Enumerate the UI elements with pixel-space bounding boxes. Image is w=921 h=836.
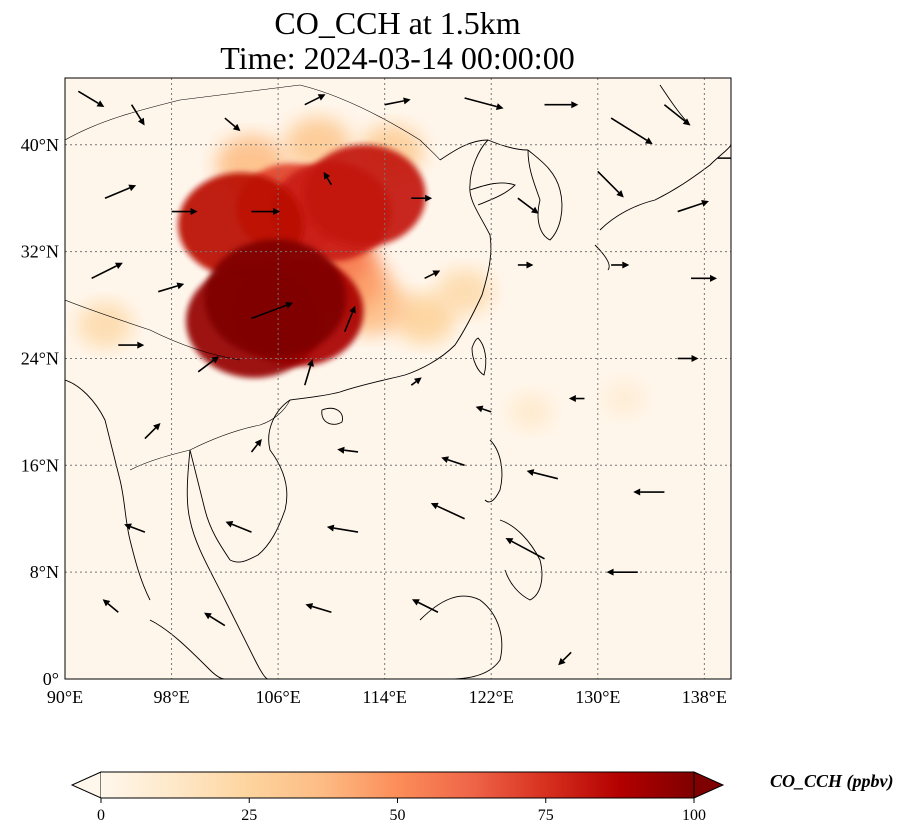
plume-blob <box>204 239 347 358</box>
latitude-axis: 0° 8°N 16°N 24°N 32°N 40°N <box>21 135 59 689</box>
colorbar-label: CO_CCH (ppbv) <box>770 771 894 792</box>
wind-arrow <box>610 117 653 145</box>
wind-arrow <box>104 184 137 199</box>
longitude-tick-label: 130°E <box>575 687 620 707</box>
wind-arrow <box>118 341 145 349</box>
wind-arrow <box>663 104 691 126</box>
wind-arrow <box>251 301 294 320</box>
wind-arrow <box>171 208 198 216</box>
wind-arrow <box>225 521 252 533</box>
longitude-tick-label: 90°E <box>47 687 83 707</box>
wind-arrow <box>558 651 572 666</box>
wind-arrow <box>384 97 411 106</box>
latitude-tick-label: 0° <box>43 669 59 689</box>
wind-arrow <box>517 197 539 214</box>
wind-arrow <box>464 97 504 111</box>
wind-arrow <box>130 104 145 126</box>
wind-arrow <box>158 282 185 293</box>
wind-arrow <box>124 523 146 533</box>
wind-arrow <box>303 359 314 386</box>
longitude-tick-label: 106°E <box>256 687 301 707</box>
latitude-tick-label: 32°N <box>21 242 59 262</box>
wind-arrow <box>77 90 105 107</box>
wind-arrow <box>517 261 534 269</box>
longitude-tick-label: 98°E <box>153 687 189 707</box>
colorbar: 0 25 50 75 100 CO_CCH (ppbv) <box>70 771 894 824</box>
wind-arrow <box>144 423 161 440</box>
plume-blob <box>303 144 426 247</box>
wind-arrow <box>326 524 359 533</box>
wind-arrow <box>224 117 241 132</box>
wind-arrow <box>102 599 119 613</box>
wind-arrow <box>251 208 281 216</box>
colorbar-tick-label: 25 <box>241 807 257 824</box>
wind-arrow <box>323 171 333 186</box>
wind-arrow <box>526 469 559 480</box>
plume-blob <box>603 380 646 417</box>
colorbar-tick-label: 75 <box>538 807 554 824</box>
wind-arrow <box>544 101 579 109</box>
wind-arrow <box>677 200 709 213</box>
wind-arrow <box>717 157 731 159</box>
gridlines <box>65 78 731 679</box>
wind-arrow <box>410 377 422 386</box>
latitude-tick-label: 16°N <box>21 455 59 475</box>
wind-arrow <box>505 538 545 560</box>
wind-arrow <box>337 446 359 454</box>
plume-blob <box>509 393 554 431</box>
wind-arrow <box>568 395 585 403</box>
longitude-tick-label: 122°E <box>469 687 514 707</box>
wind-arrow <box>411 599 439 613</box>
wind-arrow <box>597 170 624 198</box>
colorbar-tick-label: 50 <box>390 807 406 824</box>
map-title: CO_CCH at 1.5km <box>274 5 521 41</box>
wind-arrow <box>343 305 356 333</box>
colorbar-extend-max <box>693 771 725 799</box>
wind-arrow <box>91 262 123 280</box>
wind-arrow <box>305 603 332 613</box>
plume-blob <box>394 293 455 344</box>
colorbar-extend-min <box>70 771 102 799</box>
wind-arrow <box>430 502 465 520</box>
colorbar-tick-label: 100 <box>682 807 706 824</box>
wind-arrow <box>441 456 465 467</box>
longitude-axis: 90°E 98°E 106°E 114°E 122°E 130°E 138°E <box>47 687 727 707</box>
wind-arrow <box>633 488 665 496</box>
wind-arrow <box>475 405 492 413</box>
wind-arrow <box>677 354 699 362</box>
coastlines <box>65 84 731 679</box>
wind-vector-field <box>77 90 731 666</box>
colorbar-gradient <box>101 772 694 798</box>
wind-arrow <box>611 261 630 269</box>
wind-arrow <box>250 438 262 453</box>
wind-arrow <box>304 94 326 106</box>
wind-arrow <box>411 194 433 202</box>
latitude-tick-label: 40°N <box>21 135 59 155</box>
wind-arrow <box>197 356 219 373</box>
map-subtitle: Time: 2024-03-14 00:00:00 <box>220 40 575 76</box>
wind-arrow <box>606 568 638 576</box>
wind-arrow <box>424 270 441 280</box>
longitude-tick-label: 114°E <box>362 687 407 707</box>
longitude-tick-label: 138°E <box>682 687 727 707</box>
wind-arrow <box>691 274 718 282</box>
colorbar-tick-label: 0 <box>97 807 105 824</box>
map-frame <box>64 77 732 680</box>
plume-blob <box>77 302 133 349</box>
latitude-tick-label: 24°N <box>21 348 59 368</box>
latitude-tick-label: 8°N <box>30 562 59 582</box>
wind-arrow <box>204 612 226 627</box>
